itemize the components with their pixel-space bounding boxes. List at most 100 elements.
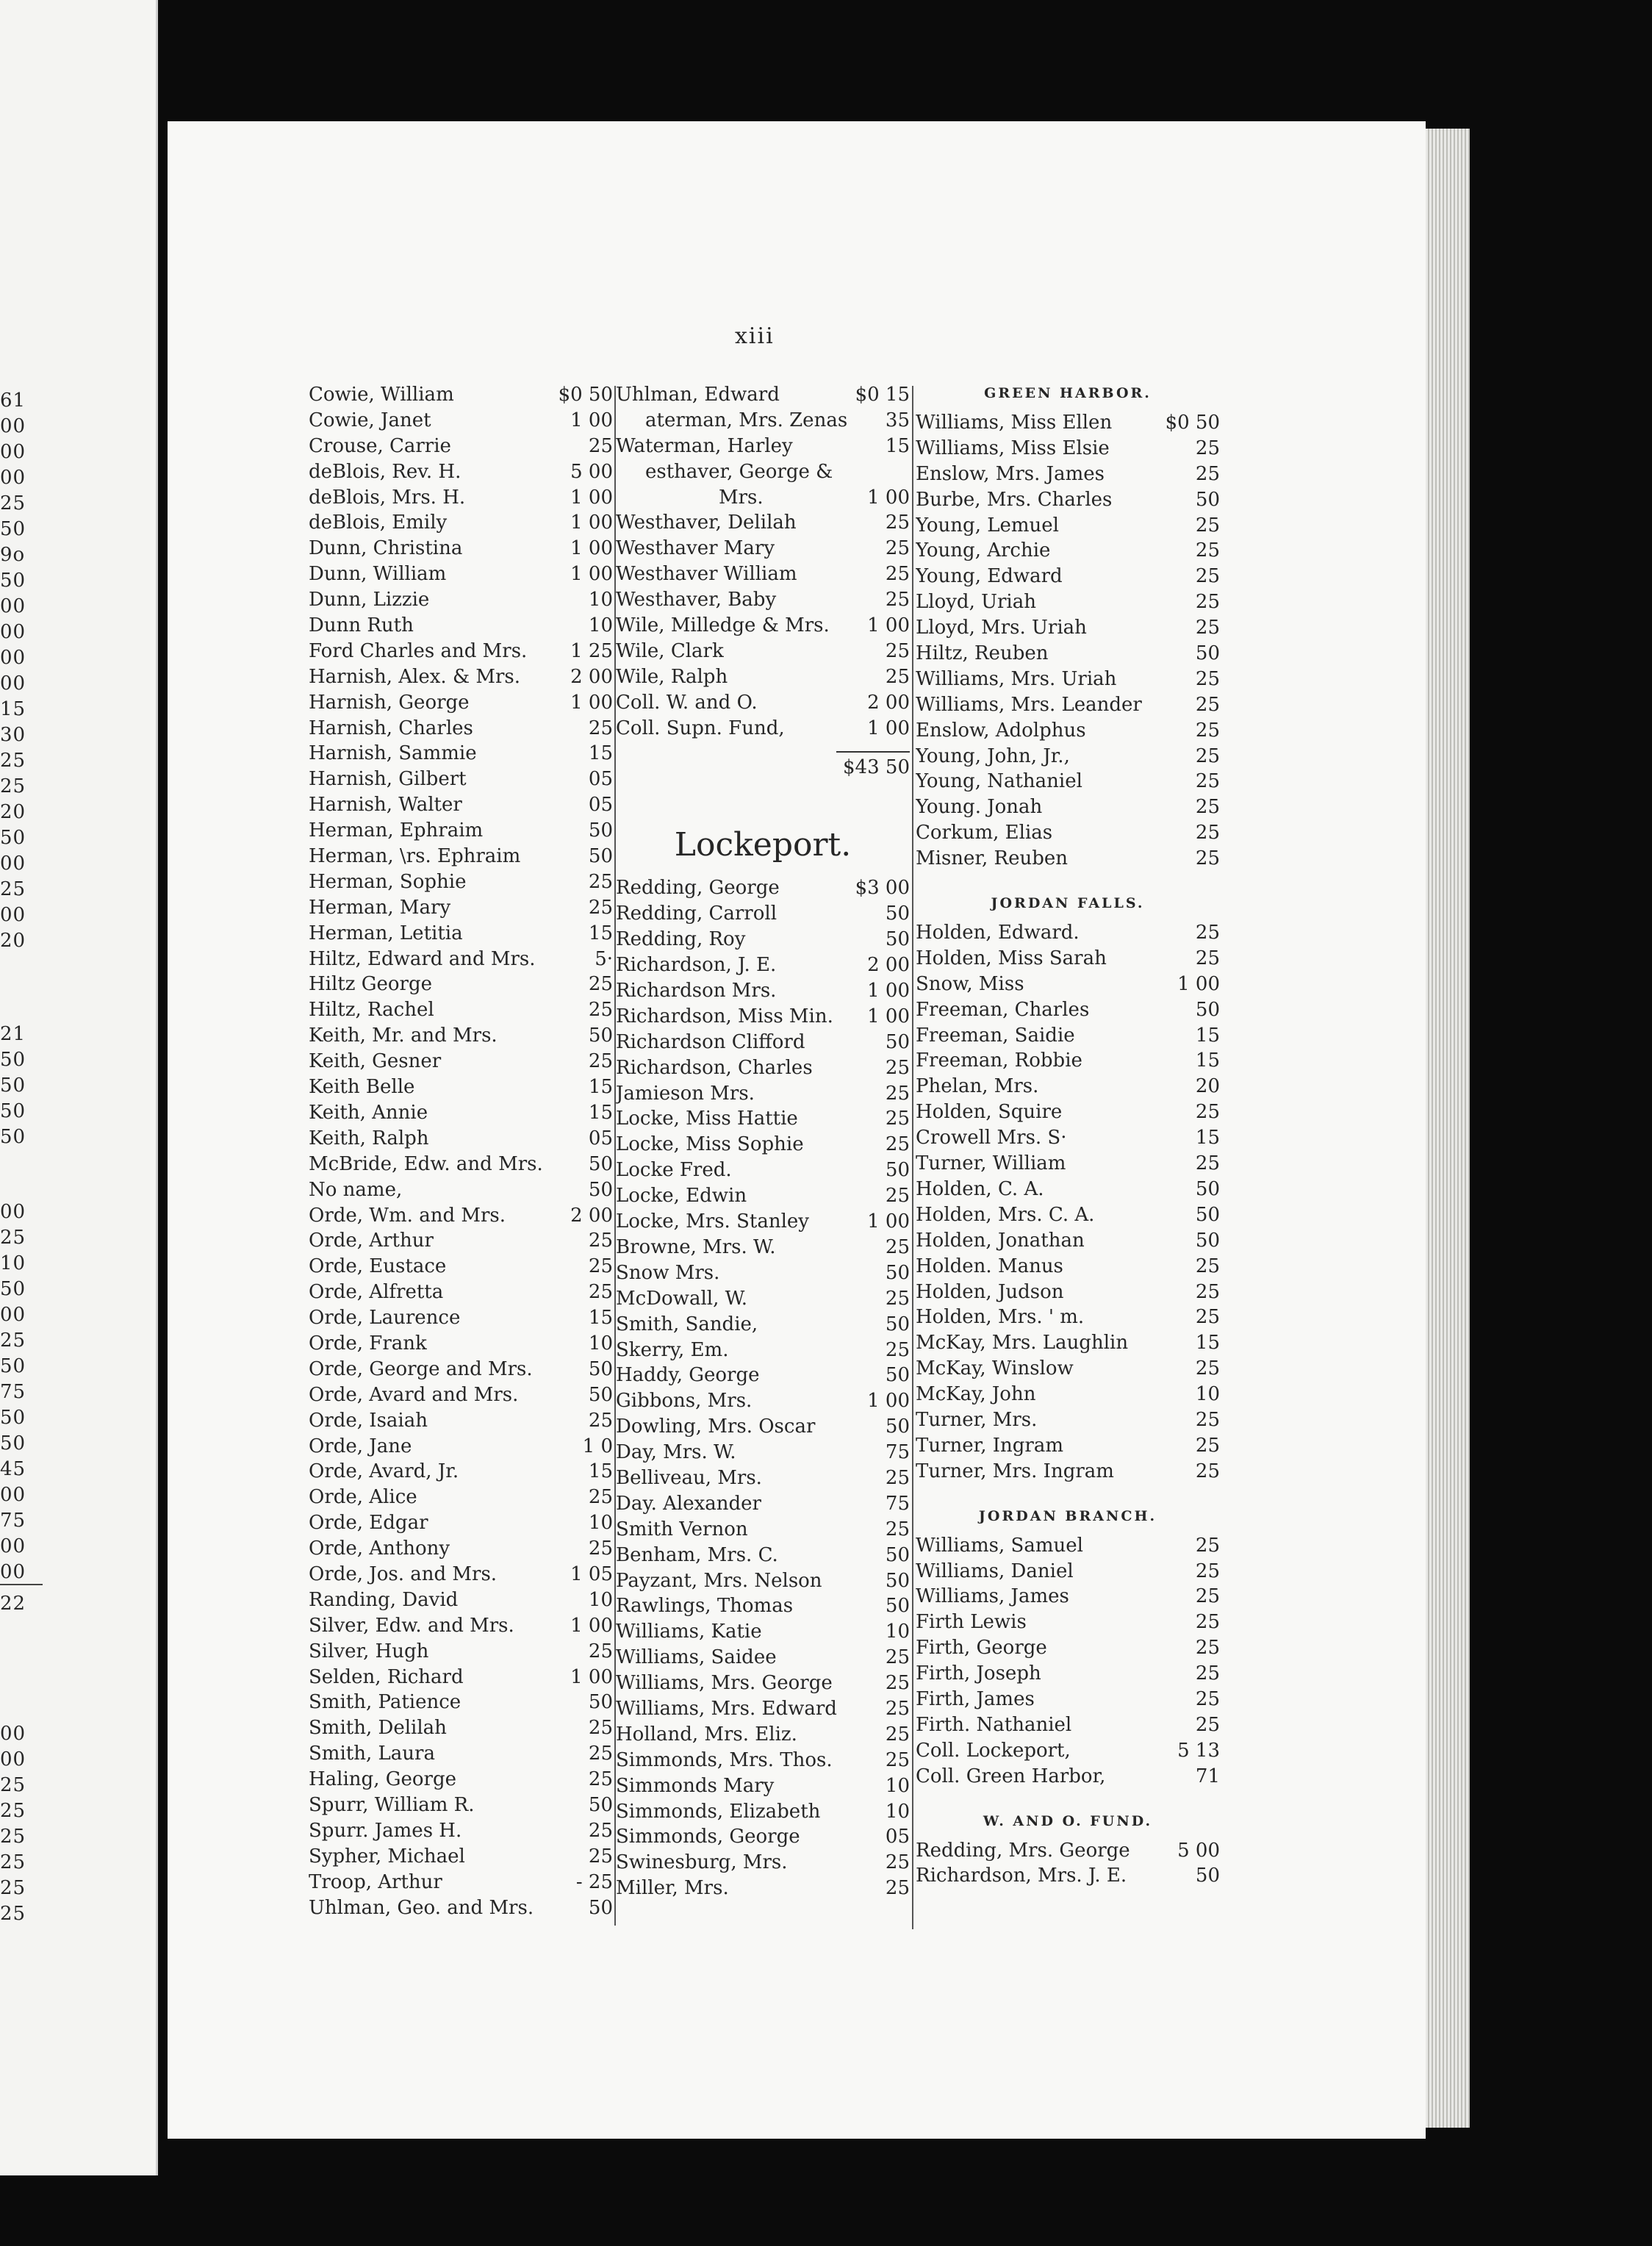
- donor-name: Westhaver William: [616, 563, 797, 586]
- donation-amount: 50: [1195, 1229, 1220, 1252]
- amount-fragment: 21: [0, 1023, 26, 1045]
- list-item: Enslow, Mrs. James 25: [916, 462, 1220, 487]
- list-item: Keith, Annie 15: [309, 1100, 613, 1126]
- list-item: Richardson Clifford 50: [616, 1030, 910, 1055]
- amount-fragment: 00: [0, 853, 26, 875]
- donor-name: Locke, Miss Hattie: [616, 1108, 798, 1130]
- list-item: McKay, Winslow 25: [916, 1356, 1220, 1382]
- donation-amount: 50: [588, 819, 613, 842]
- donor-name: Wile, Clark: [616, 639, 724, 662]
- amount-fragment: 00: [0, 1561, 26, 1583]
- donation-amount: 25: [1195, 1101, 1220, 1124]
- donor-name: Crowell Mrs. S·: [916, 1127, 1067, 1149]
- donor-name: Redding, George: [616, 877, 780, 900]
- list-item: Harnish, Charles 25: [309, 716, 613, 742]
- amount-fragment: 50: [0, 1407, 26, 1429]
- donor-name: Herman, Sophie: [309, 870, 467, 893]
- list-item: Keith Belle 15: [309, 1074, 613, 1100]
- list-item: Dunn, Lizzie 10: [309, 587, 613, 613]
- donation-amount: 25: [1195, 947, 1220, 969]
- donor-name: Smith Vernon: [616, 1518, 748, 1540]
- list-item: Orde, George and Mrs. 50: [309, 1357, 613, 1382]
- list-item: Crouse, Carrie 25: [309, 434, 613, 459]
- donor-name: Enslow, Adolphus: [916, 719, 1086, 742]
- list-item: Orde, Wm. and Mrs. 2 00: [309, 1203, 613, 1229]
- donor-name: Williams, Mrs. Leander: [916, 693, 1142, 716]
- list-item: Mrs. 1 00: [616, 485, 910, 511]
- donor-name: McKay, Mrs. Laughlin: [916, 1332, 1129, 1355]
- donation-amount: 1 00: [570, 486, 613, 509]
- amount-fragment: 61: [0, 390, 26, 412]
- list-item: Freeman, Charles 50: [916, 997, 1220, 1023]
- amount-fragment: 75: [0, 1510, 26, 1532]
- donation-amount: 15: [885, 434, 910, 457]
- donation-amount: 25: [885, 1108, 910, 1130]
- amount-fragment: 15: [0, 698, 26, 720]
- list-item: Simmonds, George 05: [616, 1824, 910, 1850]
- donation-amount: 50: [588, 845, 613, 868]
- donor-name: Orde, Alfretta: [309, 1281, 444, 1304]
- town-heading-lockeport: Lockeport.: [674, 826, 852, 864]
- donation-amount: - 25: [575, 1870, 613, 1893]
- donor-name: esthaver, George &: [645, 460, 833, 483]
- donation-amount: 25: [1195, 1408, 1220, 1431]
- amount-fragment: 25: [0, 1826, 26, 1848]
- amount-fragment: 25: [0, 878, 26, 900]
- donation-amount: 50: [588, 1896, 613, 1919]
- amount-fragment: 25: [0, 1227, 26, 1249]
- list-item: Belliveau, Mrs. 25: [616, 1465, 910, 1491]
- donation-amount: 25: [1195, 617, 1220, 639]
- list-item: deBlois, Emily 1 00: [309, 510, 613, 536]
- list-item: Holland, Mrs. Eliz. 25: [616, 1722, 910, 1748]
- amount-fragment: 25: [0, 750, 26, 772]
- list-item: Wile, Ralph 25: [616, 664, 910, 690]
- list-item: Haling, George 25: [309, 1767, 613, 1793]
- list-item: Waterman, Harley 15: [616, 434, 910, 459]
- list-item: Freeman, Saidie 15: [916, 1023, 1220, 1049]
- donation-amount: 25: [1195, 667, 1220, 690]
- donation-amount: 50: [885, 1569, 910, 1592]
- donor-name: Cowie, William: [309, 384, 454, 406]
- donor-name: Hiltz, Edward and Mrs.: [309, 947, 536, 970]
- list-item: Simmonds, Elizabeth 10: [616, 1799, 910, 1825]
- donation-amount: 15: [1195, 1050, 1220, 1072]
- list-item: Harnish, Alex. & Mrs. 2 00: [309, 664, 613, 690]
- donation-amount: 25: [588, 1255, 613, 1278]
- donor-name: Turner, William: [916, 1152, 1066, 1175]
- donor-name: Firth, James: [916, 1687, 1035, 1710]
- donation-amount: 25: [1195, 1306, 1220, 1329]
- list-item: Holden, Judson 25: [916, 1280, 1220, 1305]
- donor-name: No name,: [309, 1178, 403, 1201]
- list-item: Firth. Nathaniel 25: [916, 1712, 1220, 1738]
- list-item: Firth, Joseph 25: [916, 1661, 1220, 1687]
- donor-name: Keith, Annie: [309, 1101, 428, 1124]
- donation-amount: 5·: [595, 947, 613, 970]
- list-item: esthaver, George &: [616, 459, 910, 485]
- donation-amount: 25: [1195, 539, 1220, 562]
- donor-name: Williams, Katie: [616, 1621, 762, 1643]
- donation-amount: 05: [588, 768, 613, 791]
- donor-name: Keith, Gesner: [309, 1050, 442, 1073]
- donation-amount: 25: [885, 512, 910, 534]
- donation-amount: 25: [885, 1338, 910, 1361]
- donor-name: Richardson, Charles: [616, 1056, 813, 1079]
- list-item: Williams, Katie 10: [616, 1619, 910, 1645]
- list-item: Young, Archie 25: [916, 538, 1220, 564]
- amount-fragment: 00: [0, 1484, 26, 1506]
- donation-amount: 25: [885, 1877, 910, 1900]
- donation-amount: 50: [588, 1178, 613, 1201]
- donation-amount: 15: [588, 1460, 613, 1483]
- donation-amount: 25: [1195, 693, 1220, 716]
- donor-name: Coll. W. and O.: [616, 691, 758, 714]
- left-page-total-rule: [0, 1584, 43, 1585]
- donor-name: Harnish, Walter: [309, 794, 462, 817]
- donor-name: Snow Mrs.: [616, 1261, 720, 1284]
- donor-name: aterman, Mrs. Zenas: [645, 409, 848, 431]
- donor-name: Orde, Wm. and Mrs.: [309, 1204, 506, 1227]
- donation-amount: 25: [885, 1697, 910, 1720]
- list-item: Westhaver Mary 25: [616, 536, 910, 562]
- list-item: Herman, Ephraim 50: [309, 818, 613, 844]
- donation-amount: 25: [1195, 922, 1220, 944]
- list-item: Jamieson Mrs. 25: [616, 1081, 910, 1107]
- donation-amount: 10: [885, 1800, 910, 1823]
